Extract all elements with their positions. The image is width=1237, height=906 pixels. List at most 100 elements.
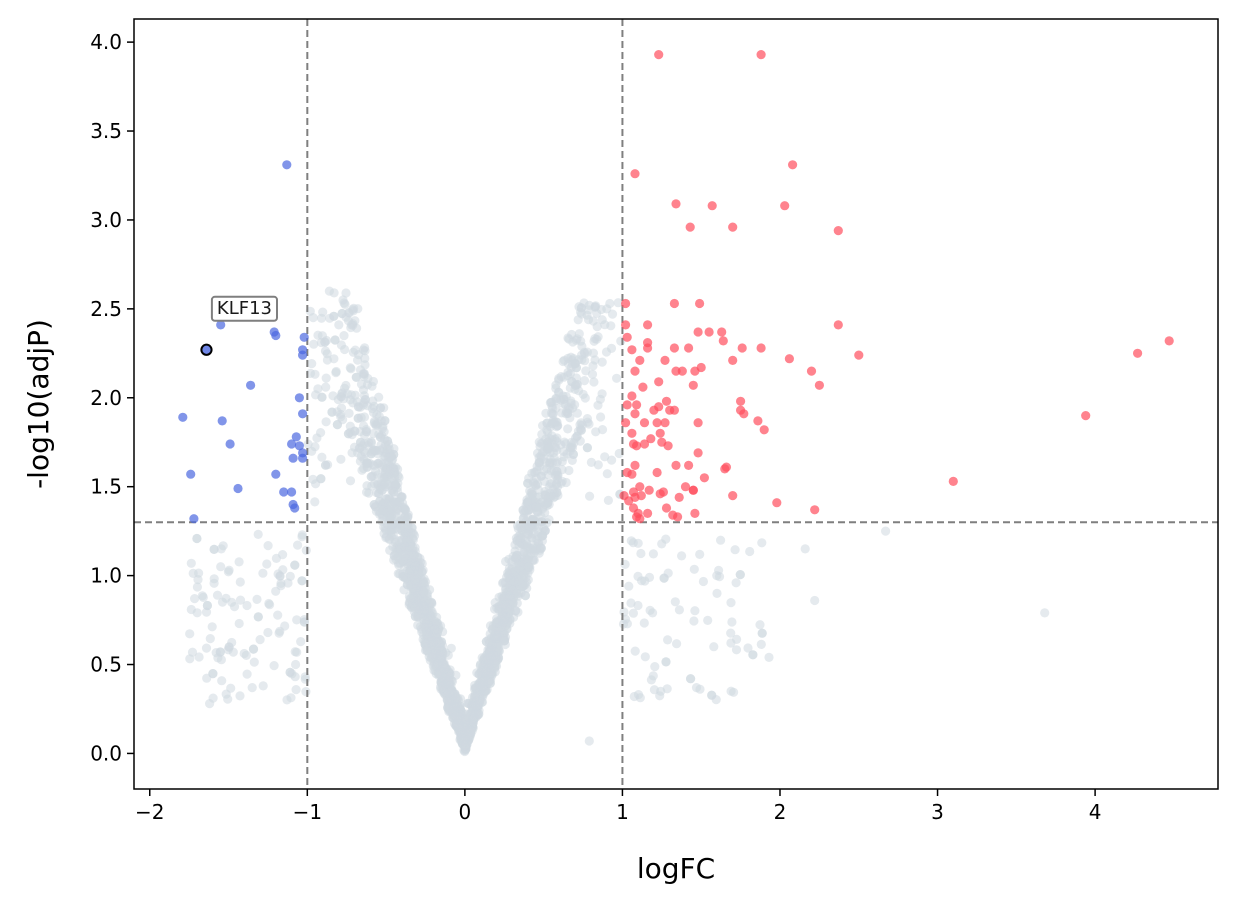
- ns-point: [252, 594, 262, 605]
- ns-point: [316, 428, 326, 438]
- ns-point: [292, 647, 302, 657]
- ns-point: [689, 564, 699, 574]
- ns-point: [317, 392, 327, 402]
- ns-point: [546, 397, 556, 407]
- ns-point: [695, 549, 705, 560]
- y-tick-label: 1.0: [90, 564, 122, 588]
- ns-point: [373, 458, 383, 468]
- ns-point: [506, 569, 516, 579]
- y-tick-label: 3.5: [90, 119, 122, 143]
- ns-point: [249, 657, 259, 667]
- ns-point: [590, 334, 600, 344]
- ns-point: [227, 597, 237, 607]
- ns-point: [545, 458, 555, 468]
- up-regulated-point: [627, 345, 637, 355]
- down-regulated-point: [282, 160, 292, 170]
- ns-point: [518, 505, 528, 515]
- ns-point: [366, 472, 376, 482]
- ns-point: [485, 678, 495, 688]
- ns-point: [301, 545, 311, 556]
- ns-point: [263, 541, 273, 551]
- ns-point: [500, 600, 510, 610]
- ns-point: [636, 548, 646, 559]
- up-regulated-point: [688, 380, 698, 390]
- up-regulated-point: [737, 343, 747, 353]
- ns-point: [716, 535, 726, 545]
- ns-point: [409, 550, 419, 560]
- ns-point: [640, 576, 650, 586]
- x-tick-label: −2: [135, 800, 164, 824]
- ns-point: [383, 444, 393, 454]
- ns-point: [544, 482, 554, 492]
- ns-point: [588, 361, 598, 371]
- ns-point: [576, 425, 586, 435]
- ns-point: [278, 550, 288, 560]
- ns-point: [223, 694, 233, 704]
- ns-point: [217, 597, 228, 607]
- ns-point: [439, 664, 450, 675]
- ns-point: [661, 657, 671, 667]
- ns-point: [336, 340, 346, 350]
- y-tick-label: 1.5: [90, 475, 122, 499]
- up-regulated-point: [699, 473, 710, 483]
- ns-point: [605, 298, 615, 309]
- up-regulated-point: [685, 222, 695, 232]
- ns-point: [390, 481, 400, 491]
- x-tick-label: 4: [1089, 800, 1102, 824]
- up-regulated-point: [720, 464, 730, 474]
- up-regulated-point: [728, 491, 738, 501]
- up-regulated-point: [652, 418, 662, 428]
- up-regulated-point: [630, 409, 640, 419]
- ns-point: [396, 492, 406, 502]
- ns-point: [307, 359, 317, 369]
- ns-point: [253, 529, 263, 540]
- up-regulated-point: [669, 298, 680, 309]
- up-regulated-point: [728, 355, 738, 365]
- ns-point: [290, 560, 300, 570]
- ns-point: [633, 600, 643, 611]
- down-regulated-point: [271, 330, 281, 341]
- up-regulated-point: [717, 327, 727, 337]
- up-regulated-point: [644, 485, 654, 495]
- ns-point: [1040, 608, 1050, 618]
- ns-point: [589, 377, 599, 387]
- ns-point: [186, 558, 196, 568]
- up-regulated-point: [728, 222, 738, 232]
- ns-point: [528, 554, 538, 565]
- ns-point: [593, 460, 603, 470]
- up-regulated-point: [639, 439, 650, 449]
- ns-point: [320, 337, 330, 347]
- ns-point: [263, 627, 273, 638]
- ns-point: [327, 407, 337, 417]
- ns-point: [564, 465, 574, 476]
- ns-point: [510, 553, 521, 563]
- ns-point: [301, 687, 311, 697]
- down-regulated-point: [216, 320, 226, 330]
- ns-point: [563, 408, 573, 418]
- ns-point: [297, 576, 307, 586]
- ns-point: [518, 513, 528, 524]
- ns-point: [296, 637, 306, 647]
- y-axis-label: -log10(adjP): [22, 319, 55, 489]
- up-regulated-point: [630, 366, 640, 376]
- ns-point: [273, 610, 283, 620]
- x-tick-label: −1: [293, 800, 322, 824]
- ns-point: [650, 662, 660, 672]
- ns-point: [542, 444, 552, 454]
- ns-point: [348, 347, 358, 357]
- ns-point: [224, 565, 234, 575]
- ns-point: [714, 572, 725, 582]
- up-regulated-point: [661, 396, 672, 406]
- ns-point: [255, 635, 265, 645]
- x-tick-label: 0: [459, 800, 472, 824]
- ns-point: [764, 652, 774, 663]
- ns-point: [362, 380, 373, 390]
- ns-point: [689, 616, 699, 626]
- ns-point: [633, 538, 643, 548]
- ns-point: [406, 580, 416, 591]
- ns-point: [360, 353, 370, 363]
- ns-point: [591, 427, 601, 437]
- ns-point: [218, 541, 228, 551]
- ns-point: [344, 408, 354, 418]
- ns-point: [509, 576, 519, 586]
